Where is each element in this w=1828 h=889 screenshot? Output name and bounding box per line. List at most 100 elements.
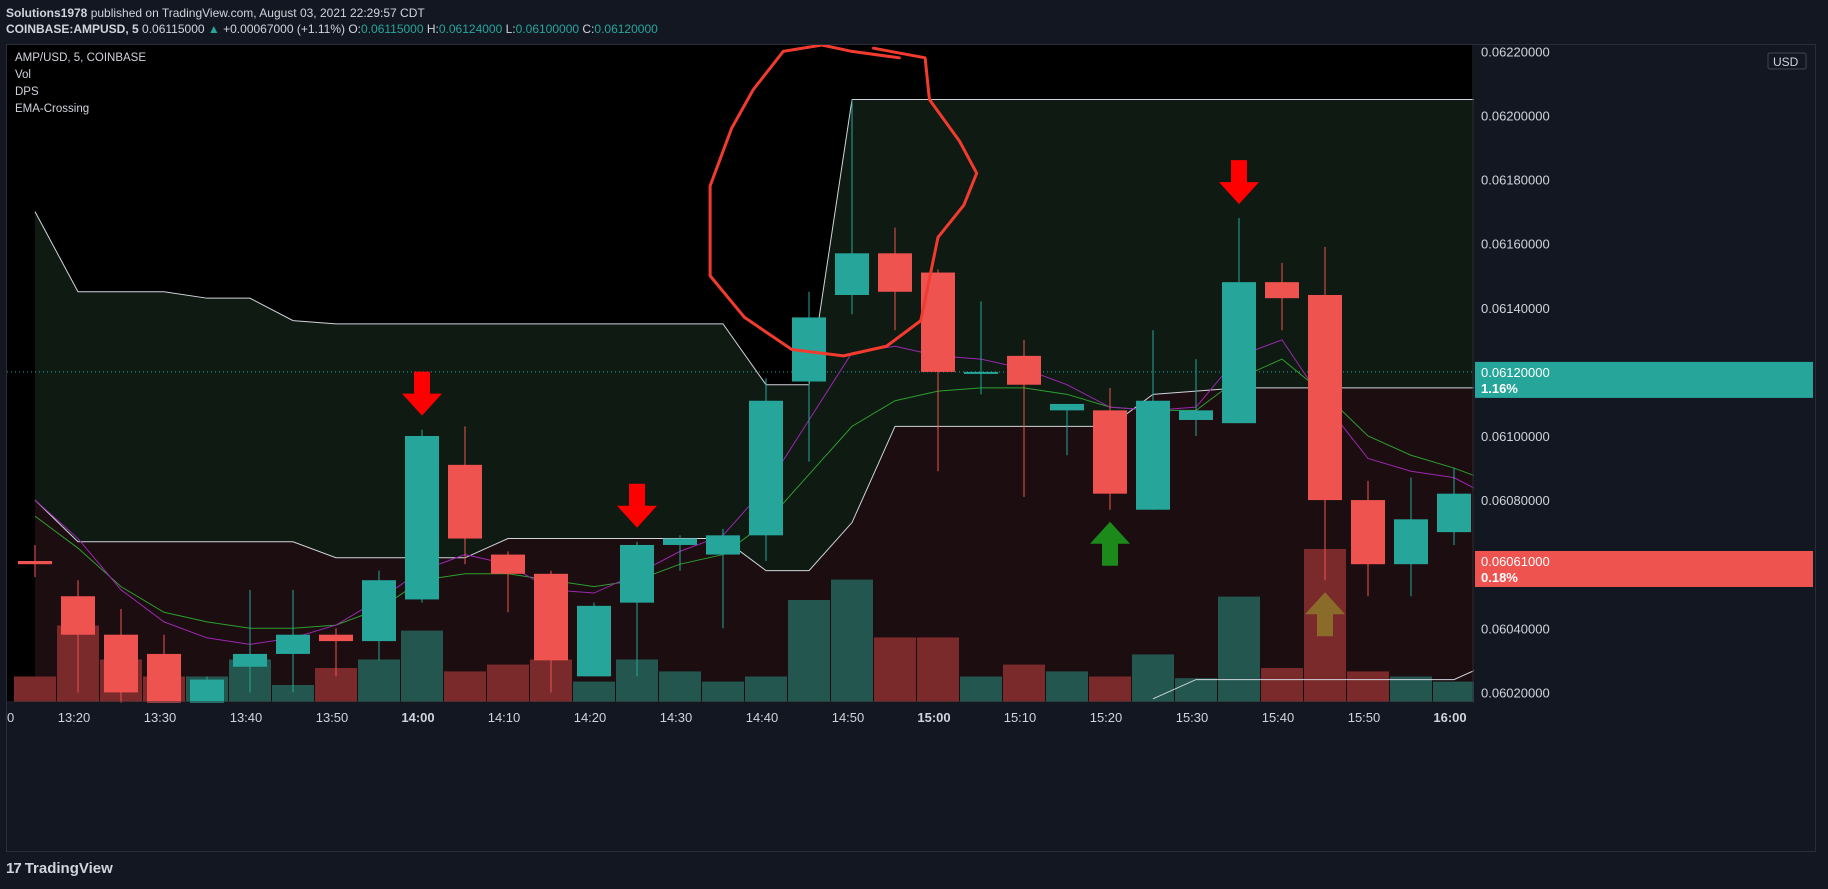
brand-name[interactable]: TradingView xyxy=(24,860,113,877)
price-tick-label: 0.06100000 xyxy=(1481,429,1550,444)
time-tick-label: 15:50 xyxy=(1348,710,1381,725)
time-tick-label: 14:10 xyxy=(488,710,521,725)
dps-lower-zone xyxy=(35,387,1497,702)
legend-vol[interactable]: Vol xyxy=(15,69,31,81)
up-arrow-icon xyxy=(1305,592,1345,637)
volume-bar xyxy=(960,676,1002,702)
volume-bar xyxy=(1433,681,1475,702)
candle-body xyxy=(964,371,998,374)
volume-bar xyxy=(917,637,959,702)
price-axis-bg xyxy=(1474,45,1815,851)
dps-third-line xyxy=(1152,659,1498,700)
chart-frame[interactable]: 0.06220000 0.06200000 0.06180000 0.06160000… xyxy=(6,44,1816,852)
price-tick-label: 0.06040000 xyxy=(1481,621,1550,636)
close-value: 0.06120000 xyxy=(594,22,658,36)
time-tick-label: 15:00 xyxy=(917,710,950,725)
close-label: C: xyxy=(582,22,595,36)
candle-body xyxy=(663,538,697,545)
time-tick-label: 13:30 xyxy=(144,710,177,725)
down-arrow-icon xyxy=(1219,160,1259,205)
candle-body xyxy=(1437,493,1471,533)
candle-body xyxy=(1308,294,1342,501)
volume-bar xyxy=(1046,671,1088,702)
candle-body xyxy=(1050,403,1084,411)
time-tick-label: 13:40 xyxy=(230,710,263,725)
candle-body xyxy=(1136,400,1170,510)
legend-ema[interactable]: EMA-Crossing xyxy=(15,103,90,115)
time-axis-edge-label: 0 xyxy=(7,710,14,725)
last-price: 0.06115000 xyxy=(142,22,205,36)
publish-info: published on TradingView.com, August 03,… xyxy=(90,6,425,20)
candle-body xyxy=(362,580,396,642)
currency-label: USD xyxy=(1773,55,1799,69)
indicator-legend: AMP/USD, 5, COINBASE Vol DPS EMA-Crossin… xyxy=(15,50,146,118)
close-price-badge-value: 0.06061000 xyxy=(1481,554,1550,569)
candle-body xyxy=(749,400,783,536)
candle-body xyxy=(1265,282,1299,299)
open-value: 0.06115000 xyxy=(361,22,424,36)
high-label: H: xyxy=(426,22,439,36)
volume-bar xyxy=(573,681,615,702)
high-value: 0.06124000 xyxy=(438,22,503,36)
candle-body xyxy=(61,596,95,635)
time-tick-label: 16:00 xyxy=(1433,710,1466,725)
last-price-badge-value: 0.06120000 xyxy=(1481,365,1550,380)
time-tick-label: 14:20 xyxy=(574,710,607,725)
footer: 17 TradingView xyxy=(6,860,113,877)
candle-body xyxy=(104,634,138,693)
candle-body xyxy=(534,573,568,661)
volume-bar xyxy=(1132,654,1174,702)
candle-body xyxy=(1007,355,1041,385)
candle-body xyxy=(1394,519,1428,565)
time-tick-label: 14:50 xyxy=(832,710,865,725)
close-price-badge-pct: 0.18% xyxy=(1481,570,1518,585)
time-tick-label: 14:00 xyxy=(401,710,434,725)
candle-body xyxy=(233,653,267,667)
annotation-circle xyxy=(708,45,979,358)
candle-body xyxy=(319,634,353,642)
volume-bar xyxy=(1175,678,1217,702)
candle-body xyxy=(577,605,611,677)
volume-bar xyxy=(788,600,830,702)
time-axis-bg xyxy=(7,703,1473,851)
volume-bar xyxy=(1390,676,1432,702)
up-triangle-icon: ▲ xyxy=(207,22,220,36)
candle-body xyxy=(18,560,52,565)
price-tick-label: 0.06140000 xyxy=(1481,301,1550,316)
last-price-badge xyxy=(1475,361,1813,398)
volume-bar xyxy=(358,659,400,702)
price-chart[interactable]: 0.06220000 0.06200000 0.06180000 0.06160000… xyxy=(7,45,1816,852)
volume-bar xyxy=(874,637,916,702)
candle-body xyxy=(190,679,224,706)
time-tick-label: 15:10 xyxy=(1004,710,1037,725)
volume-bar xyxy=(401,630,443,702)
legend-series[interactable]: AMP/USD, 5, COINBASE xyxy=(15,52,147,64)
volume-bar xyxy=(1218,596,1260,702)
candle-body xyxy=(405,435,439,600)
volume-bar xyxy=(831,579,873,702)
price-change: +0.00067000 (+1.11%) xyxy=(223,22,345,36)
down-arrow-icon xyxy=(617,483,657,528)
tradingview-logo-icon[interactable]: 17 xyxy=(6,860,22,877)
up-arrow-icon xyxy=(1090,521,1130,566)
candle-body xyxy=(878,253,912,292)
publish-line: Solutions1978 published on TradingView.c… xyxy=(6,5,1828,21)
volume-bar xyxy=(14,676,56,702)
time-tick-label: 15:40 xyxy=(1262,710,1295,725)
open-label: O: xyxy=(348,22,362,36)
price-tick-label: 0.06080000 xyxy=(1481,493,1550,508)
time-tick-label: 15:20 xyxy=(1090,710,1123,725)
legend-dps[interactable]: DPS xyxy=(15,86,39,98)
volume-bar xyxy=(487,664,529,702)
candle-body xyxy=(1093,410,1127,494)
author-name[interactable]: Solutions1978 xyxy=(6,6,88,20)
volume-bar xyxy=(702,681,744,702)
time-tick-label: 14:40 xyxy=(746,710,779,725)
candle-body xyxy=(491,554,525,574)
price-tick-label: 0.06160000 xyxy=(1481,237,1550,252)
time-tick-label: 13:50 xyxy=(316,710,349,725)
candle-body xyxy=(921,272,955,372)
time-tick-label: 14:30 xyxy=(660,710,693,725)
candle-body xyxy=(835,253,869,295)
candle-body xyxy=(1222,282,1256,424)
